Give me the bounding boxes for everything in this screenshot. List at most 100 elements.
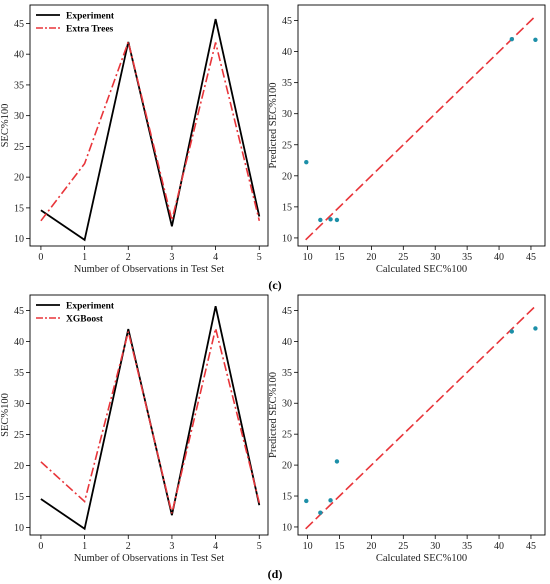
legend-entry: XGBoost <box>66 315 104 325</box>
y-tick-label: 45 <box>282 306 292 317</box>
scatter-point <box>334 217 340 223</box>
y-tick-label: 40 <box>14 50 24 61</box>
x-tick-label: 4 <box>213 252 218 263</box>
y-tick-label: 40 <box>282 337 292 348</box>
series-line-xgboost <box>40 328 261 514</box>
y-tick-label: 40 <box>282 47 292 58</box>
y-axis-title: SEC%100 <box>0 393 11 437</box>
x-tick-label: 5 <box>257 541 262 552</box>
scatter-point <box>533 37 538 42</box>
scatter-point <box>328 498 333 503</box>
y-axis-title: Predicted SEC%100 <box>268 82 279 168</box>
y-tick-label: 25 <box>14 142 24 153</box>
x-axis-title: Calculated SEC%100 <box>376 264 467 275</box>
x-tick-label: 15 <box>334 541 344 552</box>
x-axis-title: Number of Observations in Test Set <box>74 553 225 564</box>
y-tick-label: 35 <box>282 368 292 379</box>
x-tick-label: 1 <box>82 541 87 552</box>
y-tick-label: 25 <box>282 430 292 441</box>
y-tick-label: 15 <box>14 492 24 503</box>
y-tick-label: 30 <box>14 111 24 122</box>
plot-frame <box>29 4 269 247</box>
y-tick-label: 40 <box>14 337 24 348</box>
x-tick-label: 2 <box>126 252 131 263</box>
series-line-extra-trees <box>40 39 261 222</box>
x-tick-label: 4 <box>213 541 218 552</box>
scatter-point <box>318 217 323 223</box>
scatter-point <box>304 159 309 165</box>
panel-label-c: (c) <box>268 278 281 292</box>
legend-entry: Experiment <box>66 12 115 22</box>
y-tick-label: 45 <box>14 306 24 317</box>
plot-frame <box>297 294 546 536</box>
x-tick-label: 30 <box>430 541 440 552</box>
y-tick-label: 15 <box>282 202 292 213</box>
y-tick-label: 20 <box>14 461 24 472</box>
x-tick-label: 25 <box>398 541 408 552</box>
x-tick-label: 0 <box>38 252 43 263</box>
scatter-point <box>533 326 538 331</box>
scatter-point <box>304 498 309 504</box>
x-tick-label: 3 <box>169 541 174 552</box>
x-tick-label: 2 <box>126 541 131 552</box>
y-tick-label: 15 <box>282 492 292 503</box>
y-tick-label: 30 <box>282 399 292 410</box>
scatter-point <box>509 36 515 42</box>
scatter-point <box>328 217 333 222</box>
x-tick-label: 10 <box>303 252 313 263</box>
x-tick-label: 3 <box>169 252 174 263</box>
y-tick-label: 25 <box>282 140 292 151</box>
y-tick-label: 20 <box>282 171 292 182</box>
y-tick-label: 15 <box>14 203 24 214</box>
y-tick-label: 45 <box>282 16 292 27</box>
legend-entry: Extra Trees <box>66 25 114 35</box>
y-tick-label: 20 <box>282 461 292 472</box>
panel-label-d: (d) <box>268 567 283 581</box>
y-tick-label: 30 <box>282 109 292 120</box>
scatter-point <box>334 459 340 464</box>
x-tick-label: 25 <box>398 252 408 263</box>
y-tick-label: 35 <box>14 80 24 91</box>
scatter-point <box>509 329 515 334</box>
plot-frame <box>29 294 269 536</box>
y-tick-label: 10 <box>14 234 24 245</box>
x-tick-label: 15 <box>334 252 344 263</box>
panel-c-scatter-chart: 10 15 20 25 30 35 40 45 10 15 20 25 30 35 40 45 Calculat… <box>268 4 546 275</box>
ideal-fit-line <box>305 305 536 530</box>
x-tick-label: 40 <box>494 541 504 552</box>
scatter-point <box>318 510 323 515</box>
y-tick-label: 35 <box>14 368 24 379</box>
y-tick-label: 30 <box>14 399 24 410</box>
x-tick-label: 5 <box>257 252 262 263</box>
x-tick-label: 1 <box>82 252 87 263</box>
x-tick-label: 20 <box>366 541 376 552</box>
y-axis-title: Predicted SEC%100 <box>268 372 279 458</box>
x-tick-label: 35 <box>462 541 472 552</box>
x-tick-label: 35 <box>462 252 472 263</box>
x-axis-title: Number of Observations in Test Set <box>74 264 225 275</box>
panel-d-scatter-chart: 10 15 20 25 30 35 40 45 10 15 20 25 30 35 40 45 Calculat… <box>268 294 546 564</box>
y-tick-label: 45 <box>14 19 24 30</box>
x-tick-label: 30 <box>430 252 440 263</box>
x-tick-label: 45 <box>526 541 536 552</box>
y-axis-title: SEC%100 <box>0 104 11 148</box>
y-tick-label: 10 <box>282 522 292 533</box>
y-tick-label: 10 <box>14 523 24 534</box>
x-tick-label: 45 <box>526 252 536 263</box>
x-tick-label: 20 <box>366 252 376 263</box>
plot-frame <box>297 4 546 247</box>
x-tick-label: 0 <box>38 541 43 552</box>
x-axis-title: Calculated SEC%100 <box>376 553 467 564</box>
y-tick-label: 25 <box>14 430 24 441</box>
ideal-fit-line <box>305 15 536 241</box>
y-tick-label: 35 <box>282 78 292 89</box>
x-tick-label: 40 <box>494 252 504 263</box>
y-tick-label: 20 <box>14 173 24 184</box>
y-tick-label: 10 <box>282 233 292 244</box>
x-tick-label: 10 <box>303 541 313 552</box>
legend-entry: Experiment <box>66 302 115 312</box>
